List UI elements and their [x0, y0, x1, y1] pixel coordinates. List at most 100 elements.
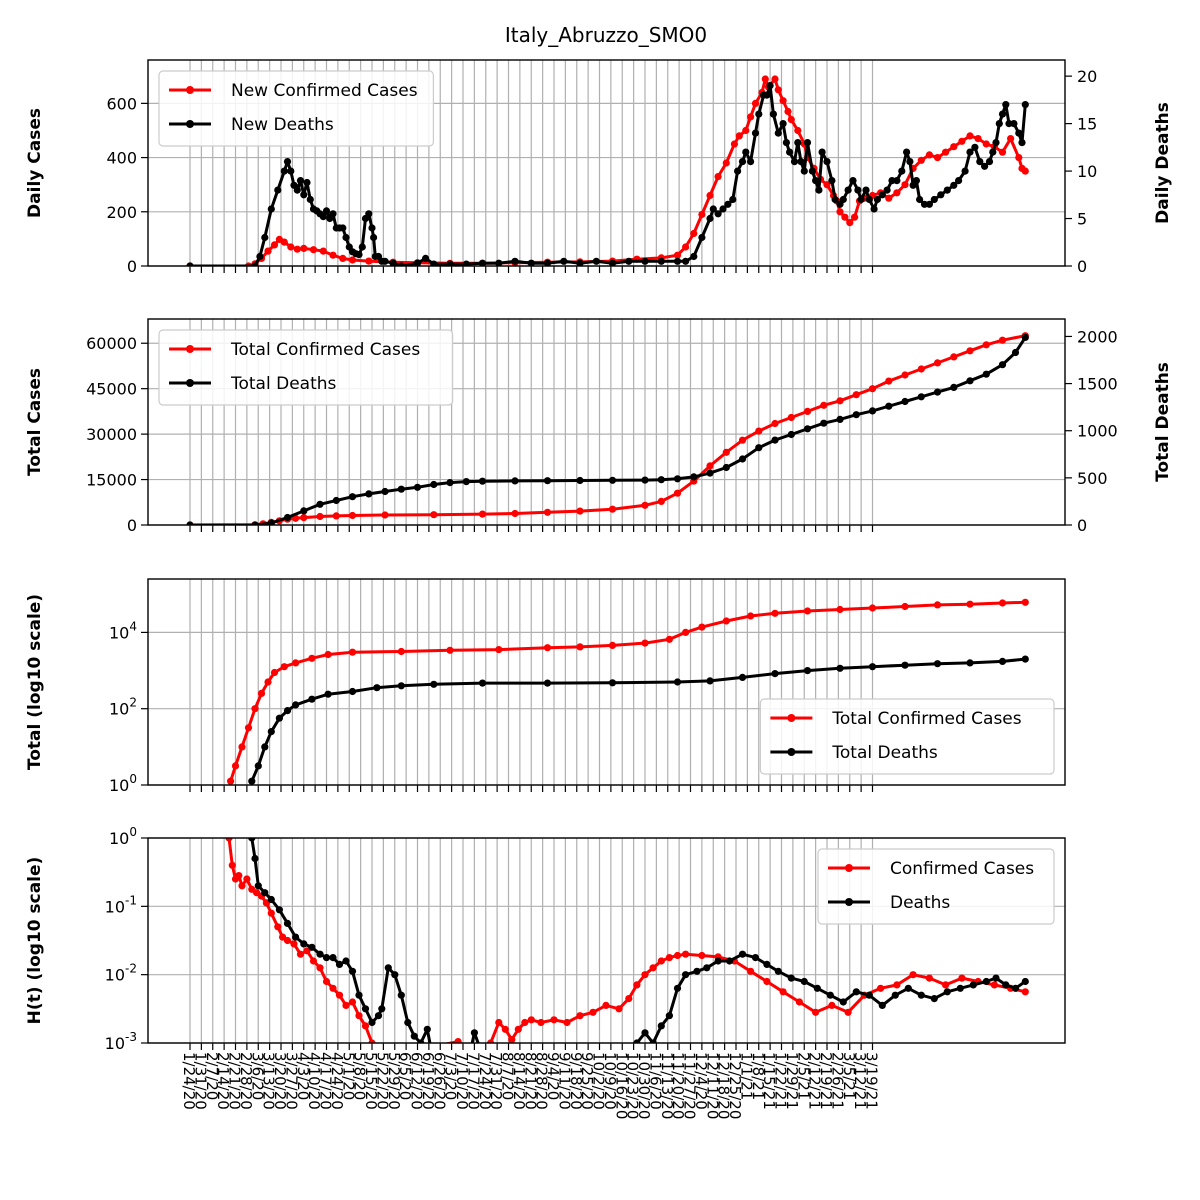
data-point	[274, 923, 282, 931]
data-point	[782, 139, 791, 147]
data-point	[836, 664, 844, 672]
data-point	[873, 195, 882, 204]
data-point	[738, 455, 747, 463]
data-point	[682, 950, 690, 958]
data-point	[322, 954, 331, 962]
data-point	[251, 854, 259, 863]
data-point	[608, 476, 617, 484]
data-point	[365, 257, 373, 265]
data-point	[264, 247, 272, 255]
data-point	[238, 743, 246, 751]
data-point	[917, 156, 925, 164]
data-point	[625, 257, 633, 265]
legend: New Confirmed Cases New Deaths	[158, 70, 434, 147]
data-point	[537, 1018, 545, 1027]
series-total-confirmed-cases	[186, 332, 1029, 525]
data-point	[831, 195, 839, 204]
data-point	[755, 444, 763, 452]
data-point	[365, 210, 373, 218]
data-point	[329, 954, 337, 962]
data-point	[397, 647, 405, 656]
data-point	[719, 205, 727, 213]
y-right-tick-label: 0	[1077, 516, 1087, 535]
data-point	[508, 1036, 516, 1043]
data-point	[257, 689, 266, 698]
data-point	[971, 143, 979, 151]
data-point	[511, 509, 519, 518]
data-point	[543, 679, 552, 687]
legend-box	[158, 70, 434, 147]
data-point	[868, 407, 877, 415]
data-point	[998, 599, 1007, 607]
x-tick-label: 1/22/21	[772, 1052, 790, 1110]
x-tick-label: 3/19/21	[863, 1052, 881, 1110]
data-point	[633, 981, 641, 989]
data-point	[706, 677, 714, 685]
data-point	[857, 195, 865, 204]
data-point	[714, 173, 722, 181]
x-tick-label: 7/10/20	[453, 1052, 471, 1110]
data-point	[495, 646, 503, 654]
y-tick-label: 100	[109, 825, 137, 848]
data-point	[966, 148, 974, 156]
chart-title: Italy_Abruzzo_SMO0	[505, 23, 707, 47]
data-point	[238, 882, 246, 890]
data-point	[267, 728, 275, 736]
data-point	[261, 743, 269, 751]
x-tick-label: 7/3/20	[442, 1052, 460, 1100]
data-point	[893, 189, 901, 197]
x-tick-label: 4/24/20	[328, 1052, 346, 1110]
legend-label: New Deaths	[231, 115, 334, 135]
data-point	[673, 951, 682, 960]
x-tick-label: 10/30/20	[635, 1052, 653, 1119]
data-point	[673, 251, 682, 259]
data-point	[231, 762, 240, 770]
data-point	[381, 511, 389, 519]
data-point	[703, 964, 711, 972]
legend: Total Confirmed Cases Total Deaths	[759, 698, 1055, 775]
data-point	[823, 181, 831, 189]
data-point	[495, 259, 503, 266]
data-point	[751, 99, 760, 107]
data-point	[300, 507, 308, 515]
x-tick-label: 5/15/20	[362, 1052, 380, 1110]
data-point	[462, 478, 470, 486]
legend-box	[158, 329, 454, 406]
legend-label: Confirmed Cases	[890, 859, 1034, 879]
data-point	[981, 162, 989, 170]
data-point	[296, 950, 305, 958]
data-point	[608, 505, 617, 513]
data-point	[641, 501, 649, 509]
data-point	[275, 714, 283, 722]
y-tick-label: 104	[109, 619, 137, 642]
data-point	[432, 1042, 435, 1043]
data-point	[682, 971, 690, 979]
data-point	[248, 777, 256, 785]
data-point	[329, 984, 337, 992]
total-panel: 0 15000 30000 45000 60000 0 500 1000 1500 2000 Tot…	[25, 318, 1173, 535]
data-point	[925, 200, 934, 208]
data-point	[852, 988, 860, 996]
data-point	[912, 177, 921, 185]
data-point	[1021, 655, 1029, 663]
data-point	[1010, 120, 1018, 128]
y-right-tick-label: 500	[1077, 469, 1108, 488]
data-point	[316, 964, 324, 972]
y-tick-label: 0	[127, 516, 137, 535]
data-point	[478, 477, 487, 485]
x-tick-label: 1/8/21	[749, 1052, 767, 1100]
data-point	[870, 205, 878, 213]
data-point	[332, 496, 340, 505]
data-point	[823, 158, 831, 166]
y-tick-label: 200	[106, 203, 137, 222]
data-point	[641, 1029, 649, 1037]
legend-marker	[787, 714, 796, 722]
data-point	[998, 336, 1007, 344]
y-tick-label: 30000	[86, 425, 137, 444]
data-point	[769, 110, 778, 118]
data-point	[319, 213, 327, 221]
data-point	[487, 1039, 495, 1043]
data-point	[665, 954, 674, 962]
data-point	[930, 995, 938, 1003]
data-point	[478, 679, 487, 687]
